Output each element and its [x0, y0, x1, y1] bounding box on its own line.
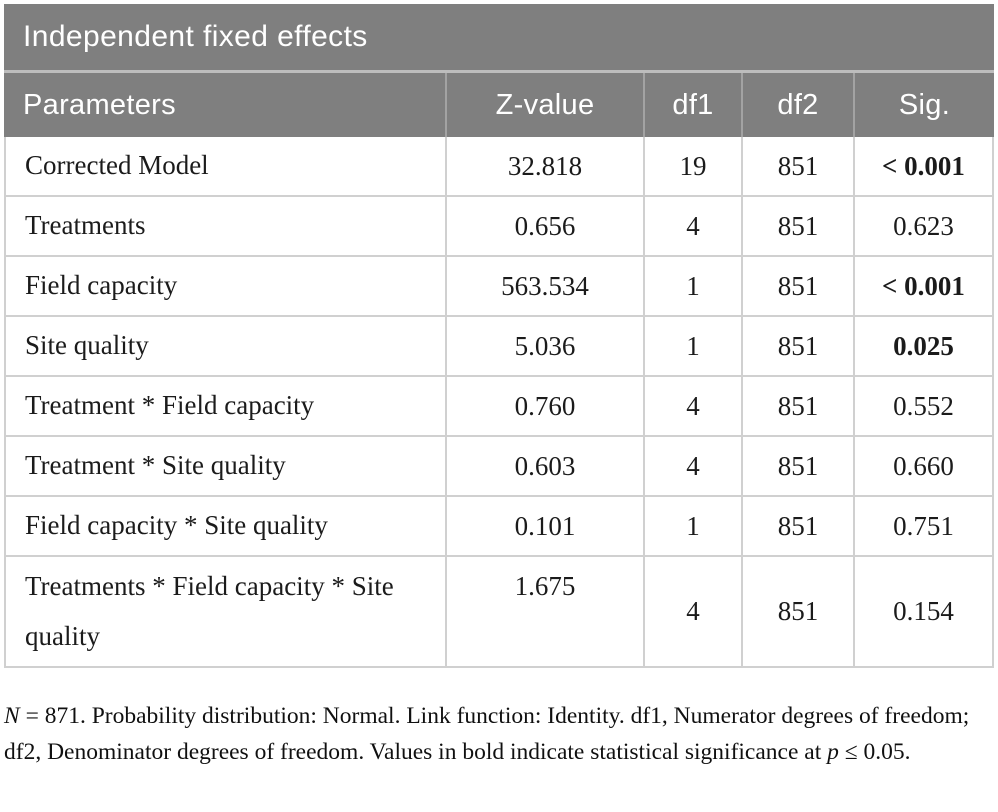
footnote-p-symbol: p	[827, 739, 839, 766]
sig-cell: 0.154	[853, 557, 992, 666]
z-value-cell: 0.760	[445, 377, 643, 435]
df1-cell: 1	[643, 257, 741, 315]
df1-cell: 4	[643, 197, 741, 255]
footnote-n-symbol: N	[4, 703, 20, 729]
sig-cell: 0.660	[853, 437, 992, 495]
table-row: Treatment * Site quality 0.603 4 851 0.660	[6, 437, 992, 497]
parameter-cell: Treatments * Field capacity * Site quali…	[25, 570, 394, 651]
parameter-cell: Field capacity * Site quality	[25, 510, 328, 541]
df1-cell: 1	[643, 317, 741, 375]
column-header-df2: df2	[741, 73, 853, 137]
column-header-z-value: Z-value	[445, 73, 643, 137]
df2-cell: 851	[741, 377, 853, 435]
table-row: Treatment * Field capacity 0.760 4 851 0.552	[6, 377, 992, 437]
df1-cell: 19	[643, 137, 741, 195]
z-value-cell: 0.101	[445, 497, 643, 555]
column-header-sig: Sig.	[853, 73, 994, 137]
footnote-text-1: = 871. Probability distribution: Normal.…	[4, 703, 970, 766]
sig-cell: 0.623	[853, 197, 992, 255]
df1-cell: 4	[643, 557, 741, 666]
table-body: Corrected Model 32.818 19 851 < 0.001 Treatme…	[4, 137, 994, 668]
table-title-bar: Independent fixed effects	[4, 4, 994, 70]
table-row: Field capacity * Site quality 0.101 1 851 0.…	[6, 497, 992, 557]
parameter-cell: Treatment * Field capacity	[25, 390, 315, 421]
parameter-cell: Site quality	[25, 330, 149, 361]
table-row: Corrected Model 32.818 19 851 < 0.001	[6, 137, 992, 197]
df1-cell: 4	[643, 377, 741, 435]
table-row: Treatments * Field capacity * Site quali…	[6, 557, 992, 668]
table-footnote: N = 871. Probability distribution: Norma…	[4, 698, 994, 771]
column-header-df1: df1	[643, 73, 741, 137]
footnote-text-2: ≤ 0.05.	[838, 739, 911, 766]
df2-cell: 851	[741, 257, 853, 315]
z-value-cell: 1.675	[445, 557, 643, 666]
sig-cell: 0.025	[853, 317, 992, 375]
sig-cell: < 0.001	[853, 137, 992, 195]
sig-cell: < 0.001	[853, 257, 992, 315]
sig-cell: 0.552	[853, 377, 992, 435]
df2-cell: 851	[741, 317, 853, 375]
column-header-parameters: Parameters	[23, 88, 176, 121]
z-value-cell: 32.818	[445, 137, 643, 195]
z-value-cell: 563.534	[445, 257, 643, 315]
df2-cell: 851	[741, 137, 853, 195]
z-value-cell: 5.036	[445, 317, 643, 375]
fixed-effects-table: Independent fixed effects Parameters Z-v…	[4, 4, 994, 668]
table-header-row: Parameters Z-value df1 df2 Sig.	[4, 73, 994, 137]
table-row: Treatments 0.656 4 851 0.623	[6, 197, 992, 257]
df2-cell: 851	[741, 557, 853, 666]
sig-cell: 0.751	[853, 497, 992, 555]
df1-cell: 4	[643, 437, 741, 495]
table-row: Site quality 5.036 1 851 0.025	[6, 317, 992, 377]
z-value-cell: 0.603	[445, 437, 643, 495]
df2-cell: 851	[741, 437, 853, 495]
parameter-cell: Field capacity	[25, 270, 178, 301]
table-title: Independent fixed effects	[23, 20, 368, 53]
parameter-cell: Treatments	[25, 210, 146, 241]
parameter-cell: Treatment * Site quality	[25, 450, 286, 481]
title-divider	[4, 70, 994, 73]
z-value-cell: 0.656	[445, 197, 643, 255]
parameter-cell: Corrected Model	[25, 150, 209, 181]
df2-cell: 851	[741, 197, 853, 255]
df2-cell: 851	[741, 497, 853, 555]
table-row: Field capacity 563.534 1 851 < 0.001	[6, 257, 992, 317]
df1-cell: 1	[643, 497, 741, 555]
